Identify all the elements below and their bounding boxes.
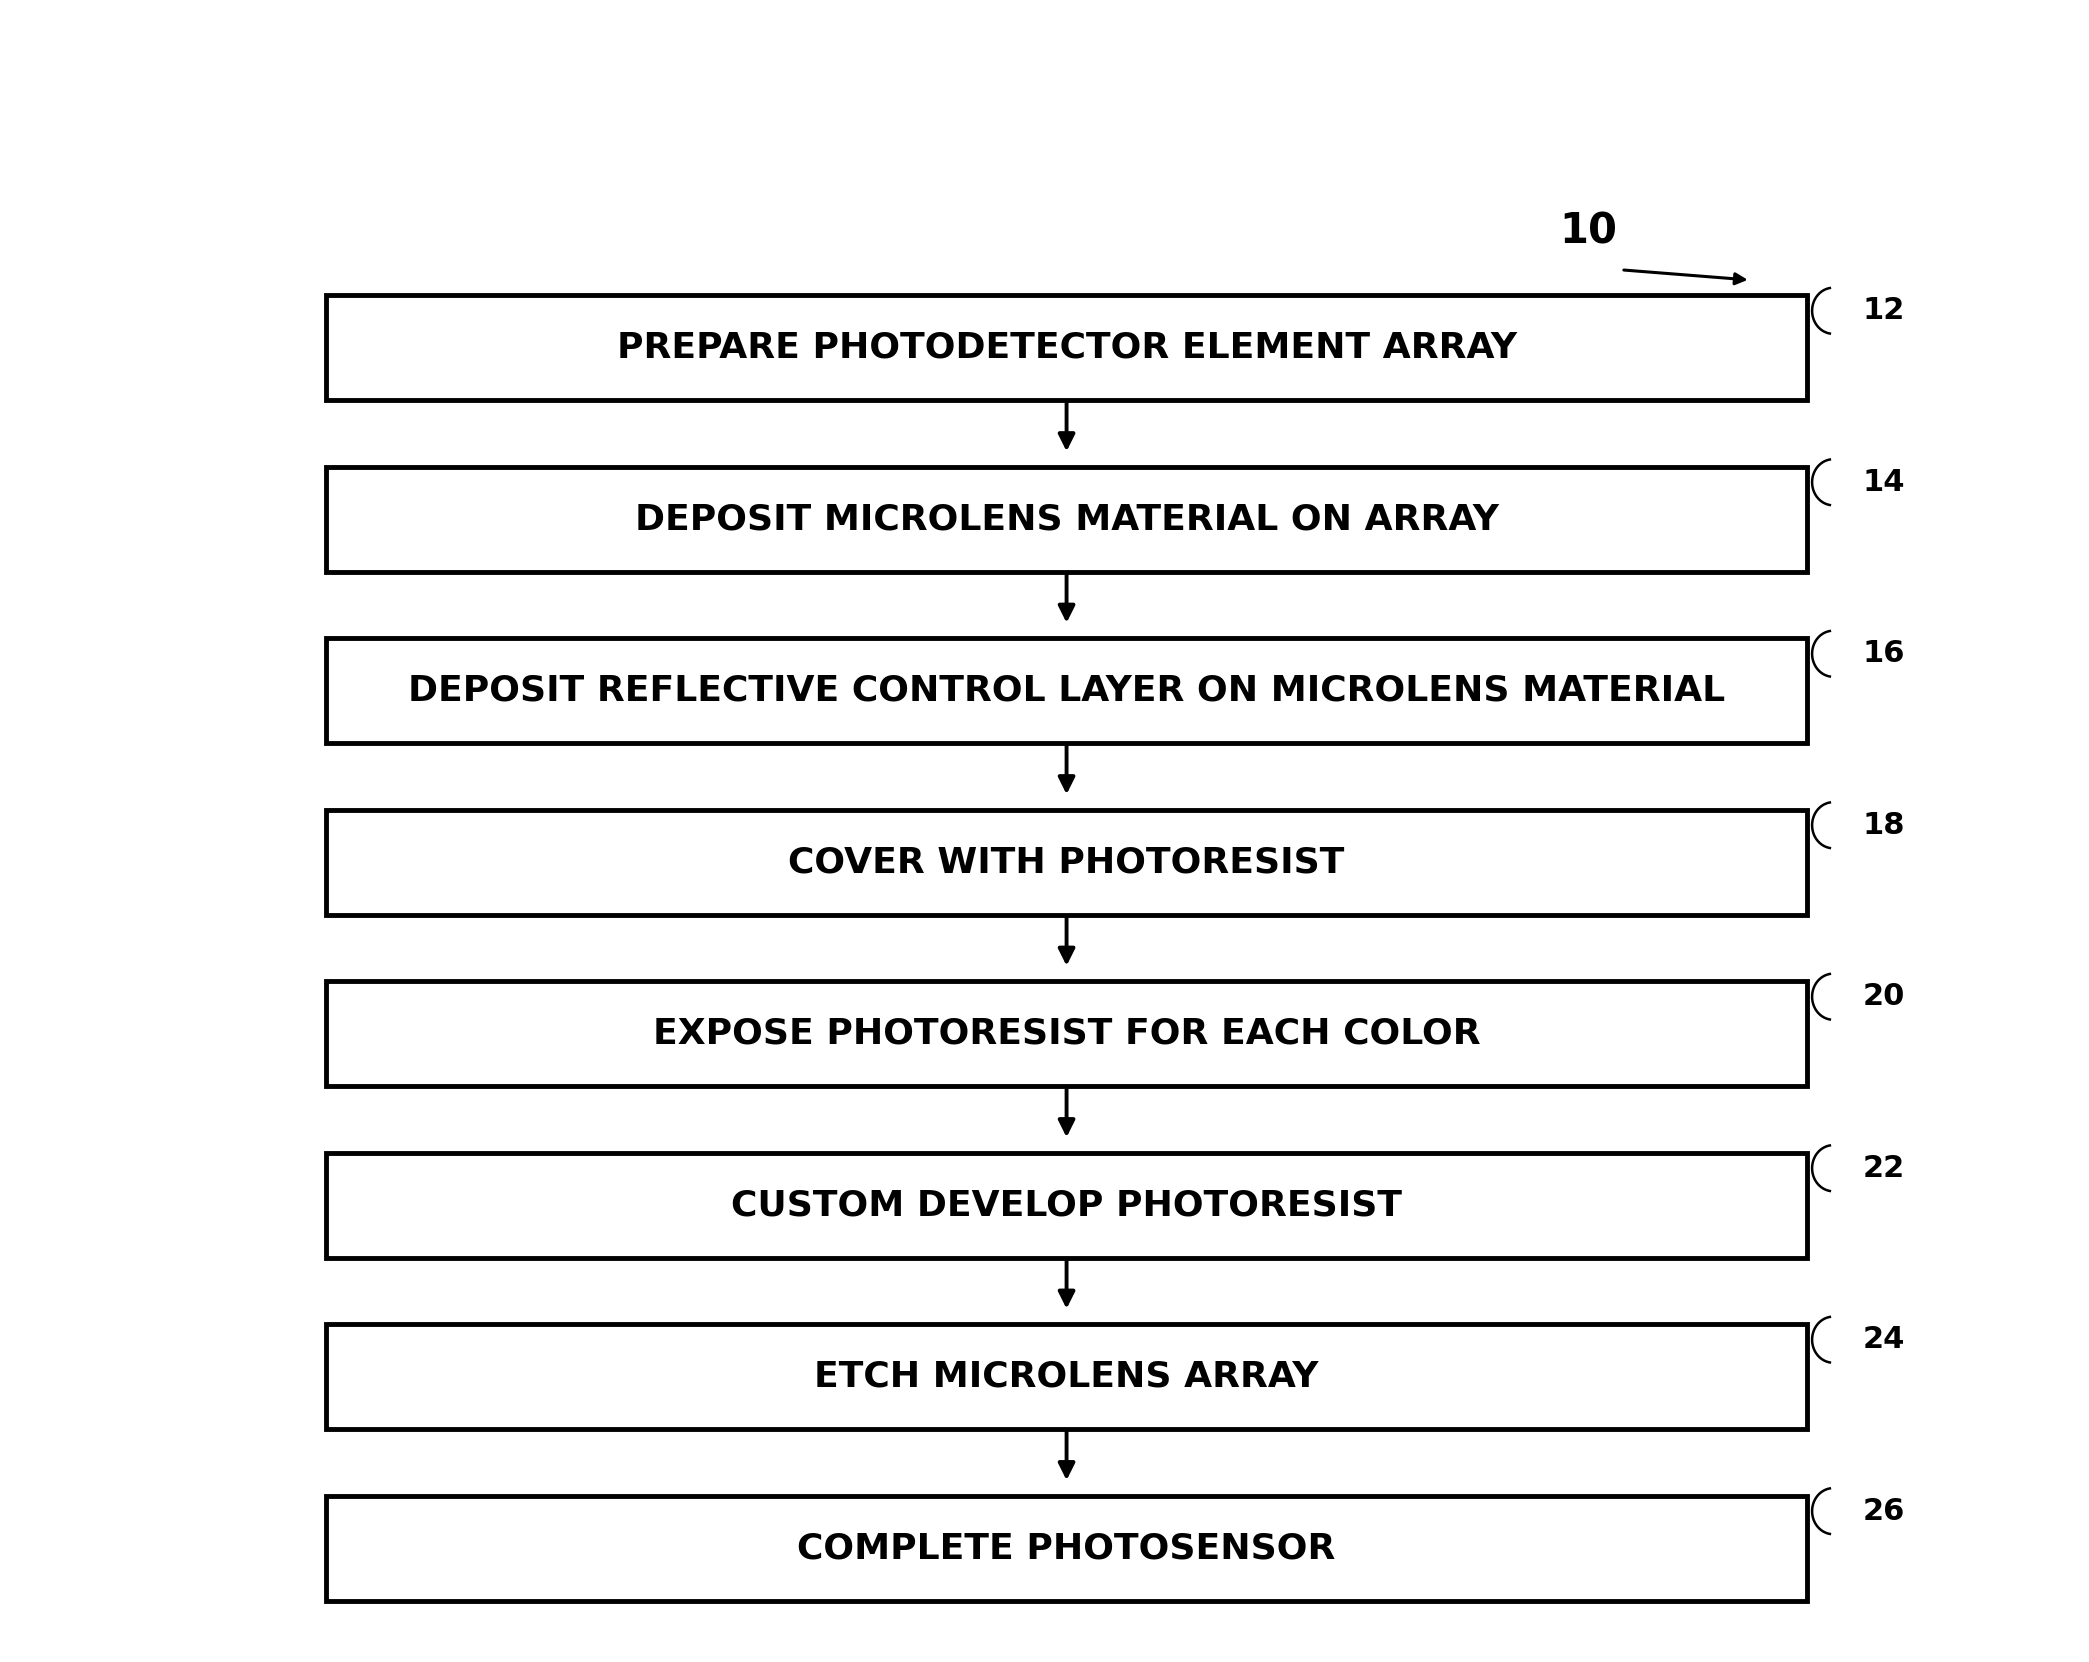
Text: 26: 26 (1861, 1497, 1905, 1526)
Text: 24: 24 (1861, 1325, 1905, 1355)
Text: 10: 10 (1560, 211, 1617, 253)
Text: DEPOSIT REFLECTIVE CONTROL LAYER ON MICROLENS MATERIAL: DEPOSIT REFLECTIVE CONTROL LAYER ON MICR… (407, 673, 1726, 708)
Text: 18: 18 (1861, 811, 1905, 839)
FancyBboxPatch shape (326, 1153, 1807, 1258)
FancyBboxPatch shape (326, 467, 1807, 572)
Text: DEPOSIT MICROLENS MATERIAL ON ARRAY: DEPOSIT MICROLENS MATERIAL ON ARRAY (635, 502, 1498, 537)
FancyBboxPatch shape (326, 296, 1807, 401)
FancyBboxPatch shape (326, 981, 1807, 1087)
FancyBboxPatch shape (326, 809, 1807, 914)
Text: 12: 12 (1861, 296, 1905, 326)
Text: 22: 22 (1861, 1153, 1905, 1183)
Text: ETCH MICROLENS ARRAY: ETCH MICROLENS ARRAY (815, 1360, 1318, 1394)
FancyBboxPatch shape (326, 1496, 1807, 1601)
Text: PREPARE PHOTODETECTOR ELEMENT ARRAY: PREPARE PHOTODETECTOR ELEMENT ARRAY (616, 331, 1517, 366)
FancyBboxPatch shape (326, 638, 1807, 743)
Text: COMPLETE PHOTOSENSOR: COMPLETE PHOTOSENSOR (798, 1531, 1335, 1566)
Text: CUSTOM DEVELOP PHOTORESIST: CUSTOM DEVELOP PHOTORESIST (731, 1188, 1402, 1222)
Text: 16: 16 (1861, 640, 1905, 668)
Text: 14: 14 (1861, 467, 1905, 497)
Text: EXPOSE PHOTORESIST FOR EACH COLOR: EXPOSE PHOTORESIST FOR EACH COLOR (652, 1017, 1481, 1050)
Text: COVER WITH PHOTORESIST: COVER WITH PHOTORESIST (788, 846, 1345, 879)
Text: 20: 20 (1861, 982, 1905, 1010)
FancyBboxPatch shape (326, 1325, 1807, 1429)
